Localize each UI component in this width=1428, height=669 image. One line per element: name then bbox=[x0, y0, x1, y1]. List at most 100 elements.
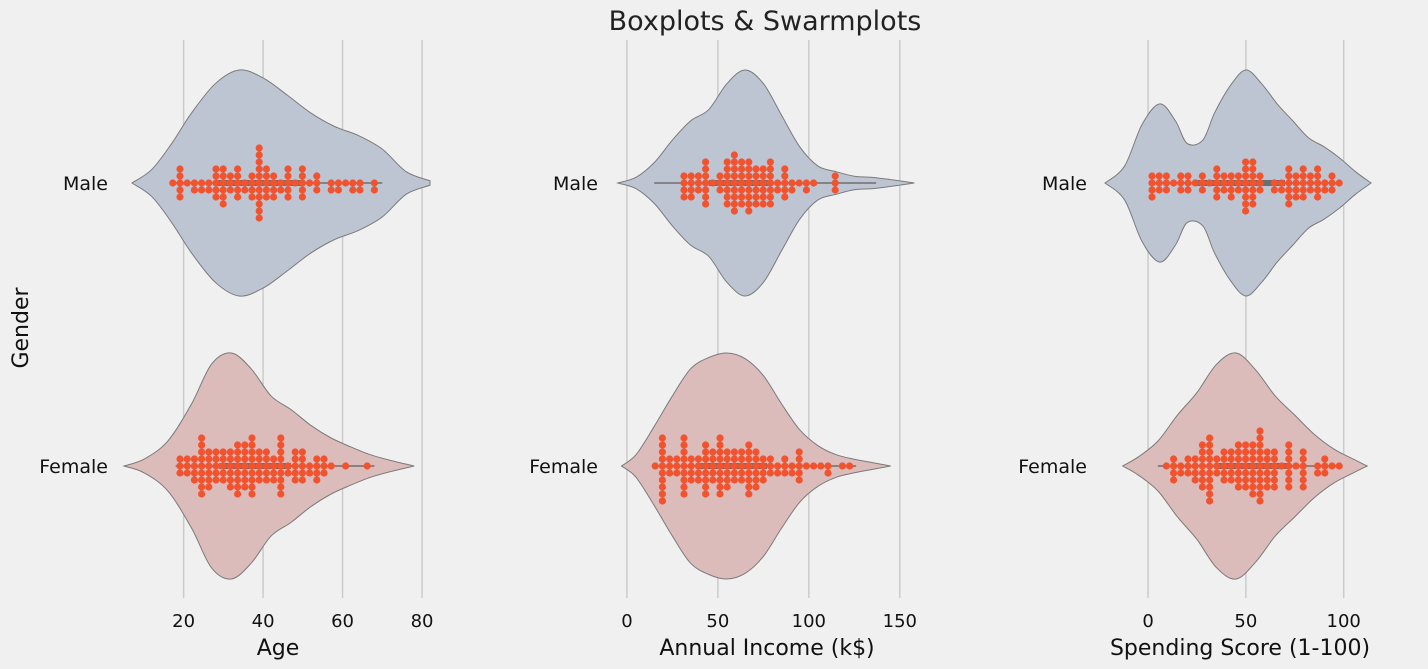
swarm-point bbox=[1227, 469, 1235, 477]
swarm-point bbox=[687, 193, 695, 201]
swarm-point bbox=[745, 165, 753, 173]
swarm-point bbox=[1249, 193, 1257, 201]
series-female: Female bbox=[39, 352, 415, 580]
swarm-point bbox=[730, 207, 739, 215]
swarm-point bbox=[1206, 179, 1214, 187]
swarm-point bbox=[255, 448, 263, 456]
swarm-point bbox=[219, 476, 227, 484]
figure-title: Boxplots & Swarmplots bbox=[609, 6, 922, 37]
swarm-point bbox=[176, 165, 184, 173]
swarm-point bbox=[1270, 186, 1278, 194]
swarm-point bbox=[795, 179, 803, 187]
swarm-point bbox=[1191, 462, 1199, 470]
swarm-point bbox=[1314, 193, 1322, 201]
series-male: Male bbox=[553, 69, 915, 297]
swarm-point bbox=[716, 441, 724, 449]
swarm-point bbox=[313, 179, 321, 187]
swarm-point bbox=[291, 462, 299, 470]
swarm-point bbox=[702, 172, 710, 180]
swarm-point bbox=[658, 455, 667, 463]
swarm-point bbox=[745, 455, 753, 463]
swarm-point bbox=[176, 193, 184, 201]
swarm-point bbox=[1306, 179, 1314, 187]
swarm-point bbox=[183, 469, 191, 477]
swarm-point bbox=[1270, 448, 1278, 456]
series-male: Male bbox=[1042, 69, 1372, 297]
swarm-point bbox=[241, 441, 249, 449]
swarm-point bbox=[183, 179, 191, 187]
swarm-point bbox=[766, 469, 775, 477]
swarm-point bbox=[716, 448, 724, 456]
swarm-point bbox=[1263, 448, 1271, 456]
swarm-point bbox=[1213, 165, 1221, 173]
swarm-point bbox=[198, 448, 206, 456]
swarm-point bbox=[1292, 179, 1300, 187]
swarm-point bbox=[1220, 469, 1228, 477]
swarm-point bbox=[745, 476, 753, 484]
category-label: Female bbox=[529, 456, 598, 478]
swarm-point bbox=[1206, 497, 1214, 505]
swarm-point bbox=[255, 151, 263, 159]
swarm-point bbox=[1220, 172, 1228, 180]
swarm-point bbox=[1256, 476, 1264, 484]
swarm-point bbox=[190, 469, 198, 477]
swarm-point bbox=[219, 455, 227, 463]
x-tick-label: 0 bbox=[621, 611, 632, 632]
swarm-point bbox=[673, 455, 681, 463]
swarm-point bbox=[298, 193, 306, 201]
swarm-point bbox=[176, 469, 184, 477]
swarm-point bbox=[738, 179, 746, 187]
swarm-point bbox=[694, 172, 703, 180]
swarm-point bbox=[745, 193, 753, 201]
swarm-point bbox=[702, 490, 710, 498]
swarm-point bbox=[766, 165, 775, 173]
swarm-point bbox=[1328, 186, 1336, 194]
swarm-point bbox=[738, 158, 746, 166]
swarm-point bbox=[752, 172, 760, 180]
swarm-point bbox=[680, 172, 688, 180]
swarm-point bbox=[1220, 448, 1228, 456]
swarm-point bbox=[262, 469, 270, 477]
swarm-point bbox=[709, 476, 717, 484]
swarm-point bbox=[1249, 483, 1257, 491]
swarm-point bbox=[1278, 462, 1286, 470]
swarm-point bbox=[327, 186, 335, 194]
swarm-point bbox=[752, 179, 760, 187]
swarm-point bbox=[205, 462, 213, 470]
x-axis-label: Age bbox=[257, 636, 300, 661]
swarm-point bbox=[370, 186, 378, 194]
swarm-point bbox=[205, 179, 213, 187]
swarm-point bbox=[1162, 172, 1170, 180]
swarm-point bbox=[1242, 186, 1250, 194]
swarm-point bbox=[248, 441, 256, 449]
swarm-point bbox=[723, 165, 731, 173]
swarm-point bbox=[1184, 172, 1192, 180]
swarm-point bbox=[1213, 462, 1221, 470]
swarm-point bbox=[298, 172, 306, 180]
swarm-point bbox=[327, 462, 335, 470]
x-tick-label: 0 bbox=[1142, 611, 1153, 632]
swarm-point bbox=[234, 186, 242, 194]
series-female: Female bbox=[1018, 352, 1369, 580]
swarm-point bbox=[752, 200, 760, 208]
swarm-point bbox=[709, 179, 717, 187]
swarm-point bbox=[1191, 455, 1199, 463]
swarm-point bbox=[277, 441, 285, 449]
swarm-point bbox=[817, 462, 825, 470]
swarm-point bbox=[349, 186, 357, 194]
swarm-point bbox=[730, 179, 739, 187]
swarm-point bbox=[752, 193, 760, 201]
swarm-point bbox=[291, 455, 299, 463]
swarm-point bbox=[709, 469, 717, 477]
swarm-point bbox=[1256, 186, 1264, 194]
swarm-point bbox=[1285, 455, 1293, 463]
swarm-point bbox=[363, 462, 371, 470]
swarm-point bbox=[212, 172, 220, 180]
swarm-point bbox=[1256, 483, 1264, 491]
swarm-point bbox=[1206, 490, 1214, 498]
swarm-point bbox=[1234, 179, 1242, 187]
swarm-point bbox=[759, 200, 767, 208]
swarm-point bbox=[205, 186, 213, 194]
swarm-point bbox=[752, 476, 760, 484]
swarm-point bbox=[1263, 462, 1271, 470]
